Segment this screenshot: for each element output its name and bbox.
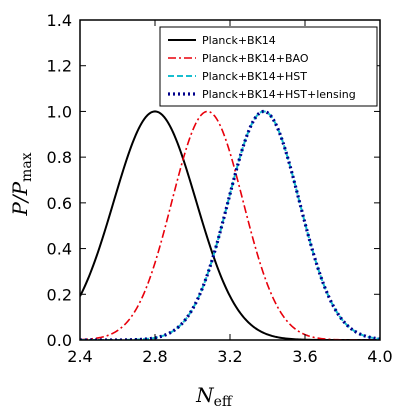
- x-axis-label-sub: eff: [214, 394, 233, 410]
- y-tick-label: 0.2: [47, 285, 72, 304]
- y-axis-label: P/Pmax: [8, 152, 35, 216]
- y-axis-label-sub: max: [19, 152, 35, 182]
- series-line-2: [80, 110, 380, 340]
- y-tick-label: 0.6: [47, 194, 72, 213]
- legend: Planck+BK14 Planck+BK14+BAO Planck+BK14+HS…: [159, 26, 378, 107]
- plot-area: [80, 109, 380, 340]
- legend-box: [159, 26, 378, 107]
- y-axis: 0.0 0.2 0.4 0.6 0.8 1.0 1.2 1.4: [47, 11, 380, 350]
- x-axis-label: Neff: [195, 383, 233, 410]
- y-tick-label: 0.8: [47, 148, 72, 167]
- y-tick-label: 1.2: [47, 57, 72, 76]
- legend-label-2: Planck+BK14+BAO: [202, 52, 309, 65]
- x-tick-label: 2.4: [67, 347, 92, 366]
- x-tick-label: 2.8: [142, 347, 167, 366]
- x-tick-label: 3.6: [292, 347, 317, 366]
- legend-label-4: Planck+BK14+HST+lensing: [202, 88, 356, 101]
- series-line-3: [80, 110, 380, 340]
- plot-frame: [79, 19, 381, 341]
- y-tick-label: 0.0: [47, 331, 72, 350]
- y-tick-label: 1.4: [47, 11, 72, 30]
- series-line-4: [80, 109, 380, 340]
- x-axis-label-main: N: [195, 383, 215, 407]
- y-tick-label: 1.0: [47, 102, 72, 121]
- x-axis: 2.4 2.8 3.2 3.6 4.0: [67, 20, 393, 366]
- y-axis-label-main: P/P: [8, 181, 32, 216]
- y-tick-label: 0.4: [47, 240, 72, 259]
- x-tick-label: 3.2: [217, 347, 242, 366]
- legend-label-3: Planck+BK14+HST: [202, 70, 307, 83]
- legend-label-1: Planck+BK14: [202, 34, 276, 47]
- x-tick-label: 4.0: [367, 347, 392, 366]
- series-line-1: [80, 110, 380, 340]
